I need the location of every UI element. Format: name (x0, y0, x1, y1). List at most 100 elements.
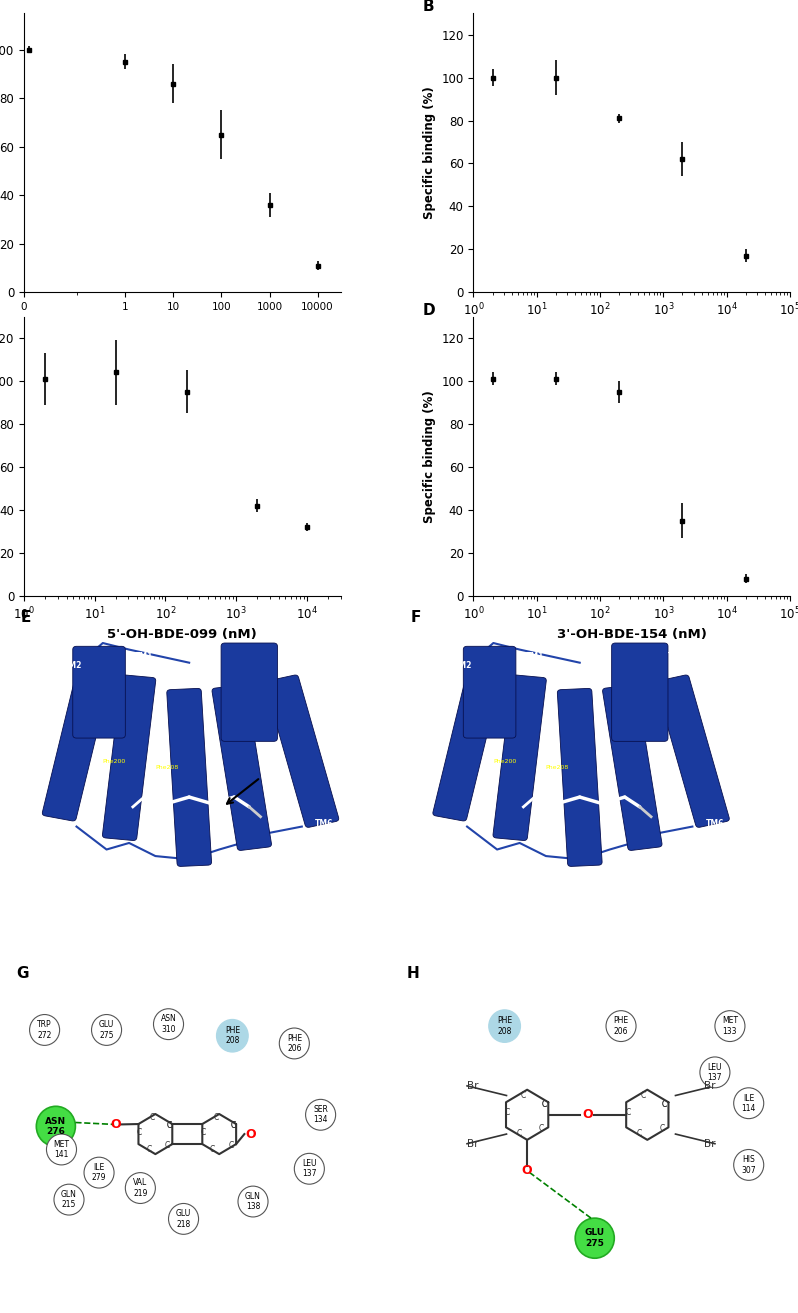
FancyBboxPatch shape (167, 688, 211, 867)
FancyBboxPatch shape (493, 675, 547, 840)
Text: Br: Br (467, 1081, 479, 1091)
Text: C: C (520, 1091, 526, 1100)
Text: O: O (522, 1165, 532, 1178)
Circle shape (294, 1153, 324, 1184)
Circle shape (30, 1015, 60, 1045)
FancyBboxPatch shape (557, 688, 602, 867)
Circle shape (125, 1173, 156, 1204)
Text: PHE
208: PHE 208 (497, 1016, 512, 1036)
Circle shape (306, 1099, 336, 1130)
Text: GLU
218: GLU 218 (176, 1209, 192, 1229)
FancyBboxPatch shape (602, 685, 662, 851)
Circle shape (279, 1028, 310, 1058)
FancyBboxPatch shape (102, 675, 156, 840)
FancyBboxPatch shape (212, 685, 271, 851)
Text: C: C (539, 1124, 544, 1133)
Text: O: O (582, 1108, 593, 1121)
Text: SER
134: SER 134 (313, 1106, 328, 1124)
Text: TM1: TM1 (135, 651, 153, 660)
X-axis label: 3'-OH-BDE-154 (nM): 3'-OH-BDE-154 (nM) (557, 628, 707, 641)
Text: TM3: TM3 (443, 872, 461, 880)
Circle shape (54, 1184, 84, 1215)
Text: Phe200: Phe200 (102, 759, 126, 764)
Text: C: C (167, 1121, 172, 1130)
Text: C: C (210, 1145, 215, 1154)
Y-axis label: Specific binding (%): Specific binding (%) (423, 390, 436, 523)
Text: TM2: TM2 (454, 662, 472, 671)
Text: C: C (516, 1129, 522, 1137)
Text: C: C (626, 1108, 630, 1117)
FancyBboxPatch shape (433, 668, 501, 821)
Text: TM4: TM4 (139, 894, 157, 903)
Text: GLU
275: GLU 275 (99, 1020, 114, 1040)
Circle shape (733, 1149, 764, 1180)
Text: ASN
276: ASN 276 (45, 1116, 66, 1136)
Text: Phe208: Phe208 (546, 765, 569, 769)
X-axis label: 5'-OH-BDE-099 (nM): 5'-OH-BDE-099 (nM) (108, 628, 257, 641)
Text: TM7: TM7 (278, 651, 296, 660)
Text: C: C (213, 1113, 219, 1123)
Text: H: H (407, 965, 420, 981)
Text: Br: Br (704, 1081, 715, 1091)
Circle shape (700, 1057, 730, 1087)
X-axis label: 4'-OH-BDE-049 (nM): 4'-OH-BDE-049 (nM) (557, 324, 707, 337)
Text: TM7: TM7 (668, 651, 686, 660)
Circle shape (168, 1204, 199, 1234)
Text: B: B (423, 0, 434, 14)
Text: Phe208: Phe208 (155, 765, 178, 769)
Text: TM6: TM6 (705, 819, 724, 827)
Circle shape (153, 1008, 184, 1040)
FancyBboxPatch shape (655, 675, 729, 827)
Text: D: D (423, 303, 436, 318)
Text: C: C (200, 1128, 206, 1137)
Text: C: C (167, 1121, 172, 1130)
Text: G: G (17, 965, 29, 981)
Text: TM3: TM3 (53, 872, 71, 880)
Text: C: C (659, 1124, 665, 1133)
Text: C: C (541, 1100, 547, 1109)
Text: C: C (149, 1113, 155, 1123)
Text: MET
133: MET 133 (722, 1016, 738, 1036)
Text: GLN
215: GLN 215 (61, 1190, 77, 1209)
Text: TM1: TM1 (525, 651, 544, 660)
Text: O: O (111, 1117, 121, 1130)
Text: C: C (164, 1141, 170, 1150)
Text: TRP
272: TRP 272 (38, 1020, 52, 1040)
Text: GLN
138: GLN 138 (245, 1192, 261, 1212)
Circle shape (92, 1015, 121, 1045)
Text: PHE
208: PHE 208 (225, 1025, 240, 1045)
Text: HIS
307: HIS 307 (741, 1155, 756, 1175)
Circle shape (84, 1157, 114, 1188)
Text: ILE
279: ILE 279 (92, 1163, 106, 1182)
FancyBboxPatch shape (265, 675, 339, 827)
Text: F: F (411, 611, 421, 625)
Circle shape (575, 1218, 614, 1258)
Text: TM5: TM5 (642, 885, 660, 893)
Text: C: C (541, 1100, 547, 1109)
Circle shape (216, 1019, 248, 1052)
FancyBboxPatch shape (464, 646, 516, 738)
Text: Br: Br (704, 1138, 715, 1149)
FancyBboxPatch shape (221, 643, 278, 742)
Text: O: O (246, 1128, 256, 1141)
Text: TM4: TM4 (529, 894, 547, 903)
Text: PHE
206: PHE 206 (614, 1016, 629, 1036)
Text: LEU
137: LEU 137 (708, 1062, 722, 1082)
Text: C: C (641, 1091, 646, 1100)
Text: Br: Br (467, 1138, 479, 1149)
Text: Phe200: Phe200 (493, 759, 516, 764)
Text: ILE
114: ILE 114 (741, 1094, 756, 1113)
Circle shape (238, 1186, 268, 1217)
Text: C: C (146, 1145, 152, 1154)
Circle shape (489, 1010, 520, 1043)
Text: TM6: TM6 (315, 819, 334, 827)
Circle shape (606, 1011, 636, 1041)
Circle shape (46, 1134, 77, 1165)
Circle shape (733, 1087, 764, 1119)
Text: C: C (662, 1100, 667, 1109)
Y-axis label: Specific binding (%): Specific binding (%) (423, 87, 436, 219)
Text: E: E (20, 611, 30, 625)
FancyBboxPatch shape (611, 643, 668, 742)
Text: C: C (136, 1128, 142, 1137)
FancyBboxPatch shape (42, 668, 111, 821)
